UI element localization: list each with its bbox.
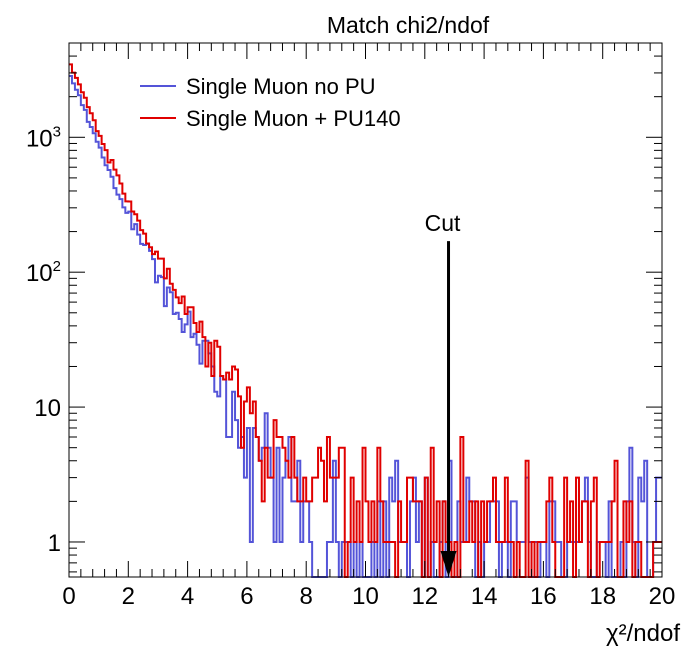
x-tick-label: 14 bbox=[471, 583, 498, 610]
x-tick-label: 12 bbox=[411, 583, 438, 610]
legend-label-no-pu: Single Muon no PU bbox=[186, 74, 376, 99]
x-tick-label: 16 bbox=[530, 583, 557, 610]
annotation-layer: Cut bbox=[425, 210, 461, 577]
x-tick-label: 4 bbox=[181, 583, 194, 610]
x-tick-label: 6 bbox=[240, 583, 253, 610]
legend-label-pu140: Single Muon + PU140 bbox=[186, 106, 401, 131]
legend: Single Muon no PU Single Muon + PU140 bbox=[140, 74, 401, 131]
x-tick-label: 0 bbox=[62, 583, 75, 610]
axes-layer: 0 2 4 6 8 10 12 14 16 18 20 1 10 102 103 bbox=[26, 42, 676, 610]
x-axis-title: χ²/ndof bbox=[606, 620, 680, 647]
y-tick-label: 1 bbox=[48, 530, 61, 557]
x-tick-label: 8 bbox=[300, 583, 313, 610]
y-tick-label: 103 bbox=[26, 123, 61, 152]
x-tick-label: 2 bbox=[122, 583, 135, 610]
y-tick-label: 10 bbox=[34, 395, 61, 422]
series-line-2 bbox=[69, 63, 662, 578]
x-tick-label: 10 bbox=[352, 583, 379, 610]
y-tick-label: 102 bbox=[26, 258, 61, 287]
x-tick-label: 18 bbox=[589, 583, 616, 610]
annotation-arrow-head bbox=[440, 551, 457, 577]
chart-title: Match chi2/ndof bbox=[327, 12, 490, 38]
x-tick-label: 20 bbox=[649, 583, 676, 610]
annotation-label: Cut bbox=[425, 210, 461, 236]
